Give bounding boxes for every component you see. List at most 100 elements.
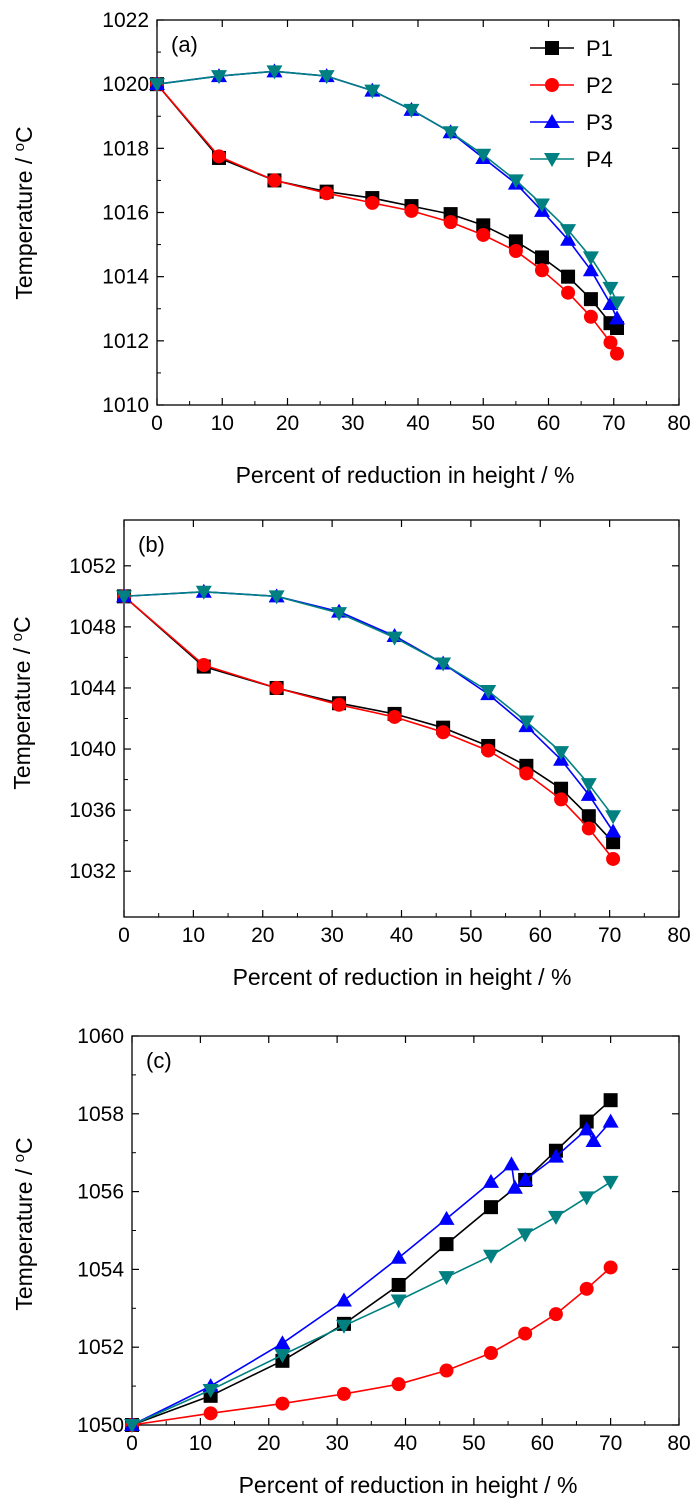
x-tick-label-b: 70 — [598, 924, 621, 947]
chart-panel-c: Temperature / oC Percent of reduction in… — [11, 1025, 691, 1498]
data-point-p4-c — [482, 1249, 499, 1264]
data-point-p4-c — [390, 1294, 407, 1309]
data-point-p3-c — [390, 1249, 407, 1264]
data-point-p2-a — [476, 227, 491, 242]
data-point-p2-c — [579, 1281, 594, 1296]
data-point-p2-c — [439, 1363, 454, 1378]
data-point-p4-b — [331, 607, 348, 622]
x-tick-label-c: 80 — [667, 1432, 690, 1455]
data-point-p3-a — [560, 231, 577, 246]
data-point-p1-a — [583, 292, 598, 307]
x-tick-label-b: 30 — [320, 924, 343, 947]
data-point-p4-c — [517, 1228, 534, 1243]
data-point-p2-b — [606, 851, 621, 866]
data-point-p4-c — [602, 1175, 619, 1190]
data-point-p4-a — [403, 103, 420, 118]
data-point-p4-b — [435, 657, 452, 672]
y-tick-label-c: 1054 — [77, 1258, 124, 1281]
ylabel-c: Temperature / oC — [11, 1137, 37, 1310]
data-point-p4-b — [480, 685, 497, 700]
data-point-p3-c — [602, 1113, 619, 1128]
data-point-p2-b — [387, 709, 402, 724]
data-point-p3-c — [438, 1210, 455, 1225]
data-point-p1-b — [554, 781, 569, 796]
data-point-p4-b — [195, 585, 212, 600]
data-point-p4-a — [507, 174, 524, 189]
data-point-p2-a — [365, 195, 380, 210]
chart-panel-b: Temperature / oC Percent of reduction in… — [9, 519, 691, 990]
data-point-p4-a — [602, 281, 619, 296]
data-point-p3-a — [602, 295, 619, 310]
data-point-p3-c — [585, 1133, 602, 1148]
data-point-p1-a — [561, 269, 576, 284]
xlabel-b: Percent of reduction in height / % — [233, 964, 572, 990]
data-point-p3-c — [506, 1179, 523, 1194]
data-point-p4-a — [149, 78, 165, 93]
x-tick-label-a: 50 — [472, 412, 495, 435]
data-point-p2-a — [508, 244, 523, 258]
series-line-p1-c — [131, 1099, 612, 1426]
data-point-p4-c — [547, 1210, 564, 1225]
data-point-p1-b — [606, 835, 621, 850]
data-point-p3-b — [605, 823, 622, 838]
data-point-p2-a — [211, 149, 226, 164]
plot-frame-c — [131, 1035, 680, 1426]
y-tick-label-c: 1050 — [77, 1414, 124, 1437]
data-point-p2-b — [436, 725, 451, 740]
x-tick-label-b: 50 — [459, 924, 482, 947]
data-point-p2-a — [319, 186, 334, 201]
data-point-p3-c — [517, 1171, 534, 1186]
data-point-p2-c — [483, 1346, 498, 1361]
legend-label-p3: P3 — [586, 110, 613, 135]
data-point-p4-c — [124, 1419, 140, 1433]
data-point-p2-c — [391, 1377, 406, 1392]
data-point-p2-a — [534, 263, 549, 278]
x-tick-label-a: 20 — [276, 412, 299, 435]
data-point-p1-c — [439, 1237, 454, 1252]
x-tick-label-a: 70 — [602, 412, 625, 435]
data-point-p2-b — [581, 821, 596, 836]
chart-panel-a: Temperature / oC Percent of reduction in… — [11, 9, 691, 488]
panel-label-c: (c) — [146, 1048, 172, 1073]
legend-marker-p2 — [545, 78, 559, 92]
data-point-p1-a — [534, 250, 549, 265]
data-point-p3-c — [503, 1156, 520, 1171]
data-point-p2-a — [404, 203, 419, 218]
data-point-p4-b — [386, 631, 403, 646]
data-point-p3-b — [580, 786, 597, 801]
data-point-p2-b — [481, 743, 496, 758]
data-point-p4-a — [609, 296, 626, 311]
data-point-p3-c — [274, 1335, 291, 1350]
xlabel-c: Percent of reduction in height / % — [239, 1472, 578, 1498]
data-point-p1-a — [508, 234, 523, 249]
data-point-p2-a — [561, 285, 576, 300]
data-point-p3-c — [335, 1292, 352, 1307]
data-point-p4-c — [578, 1191, 595, 1206]
y-tick-label-a: 1012 — [102, 330, 149, 353]
x-tick-label-b: 40 — [390, 924, 413, 947]
panel-label-b: (b) — [138, 532, 165, 557]
x-tick-label-c: 30 — [325, 1432, 348, 1455]
data-point-p2-c — [548, 1307, 563, 1322]
x-tick-label-c: 10 — [189, 1432, 212, 1455]
y-tick-label-a: 1014 — [102, 266, 149, 289]
data-point-p4-b — [605, 810, 622, 825]
data-point-p2-a — [610, 346, 625, 361]
data-point-p3-a — [582, 262, 599, 277]
data-point-p4-c — [202, 1383, 219, 1398]
ylabel-a: Temperature / oC — [11, 126, 37, 299]
x-tick-label-b: 20 — [251, 924, 274, 947]
y-tick-label-a: 1022 — [102, 9, 149, 32]
data-point-p2-c — [203, 1406, 218, 1421]
data-point-p3-c — [482, 1173, 499, 1188]
data-point-p2-b — [269, 680, 284, 695]
legend-label-p1: P1 — [586, 36, 613, 61]
y-tick-label-c: 1052 — [77, 1336, 124, 1359]
x-tick-label-a: 60 — [537, 412, 560, 435]
x-tick-label-c: 0 — [126, 1432, 138, 1455]
data-point-p2-c — [336, 1386, 351, 1401]
x-tick-label-b: 60 — [529, 924, 552, 947]
data-point-p4-b — [268, 590, 285, 605]
data-point-p4-c — [438, 1271, 455, 1286]
